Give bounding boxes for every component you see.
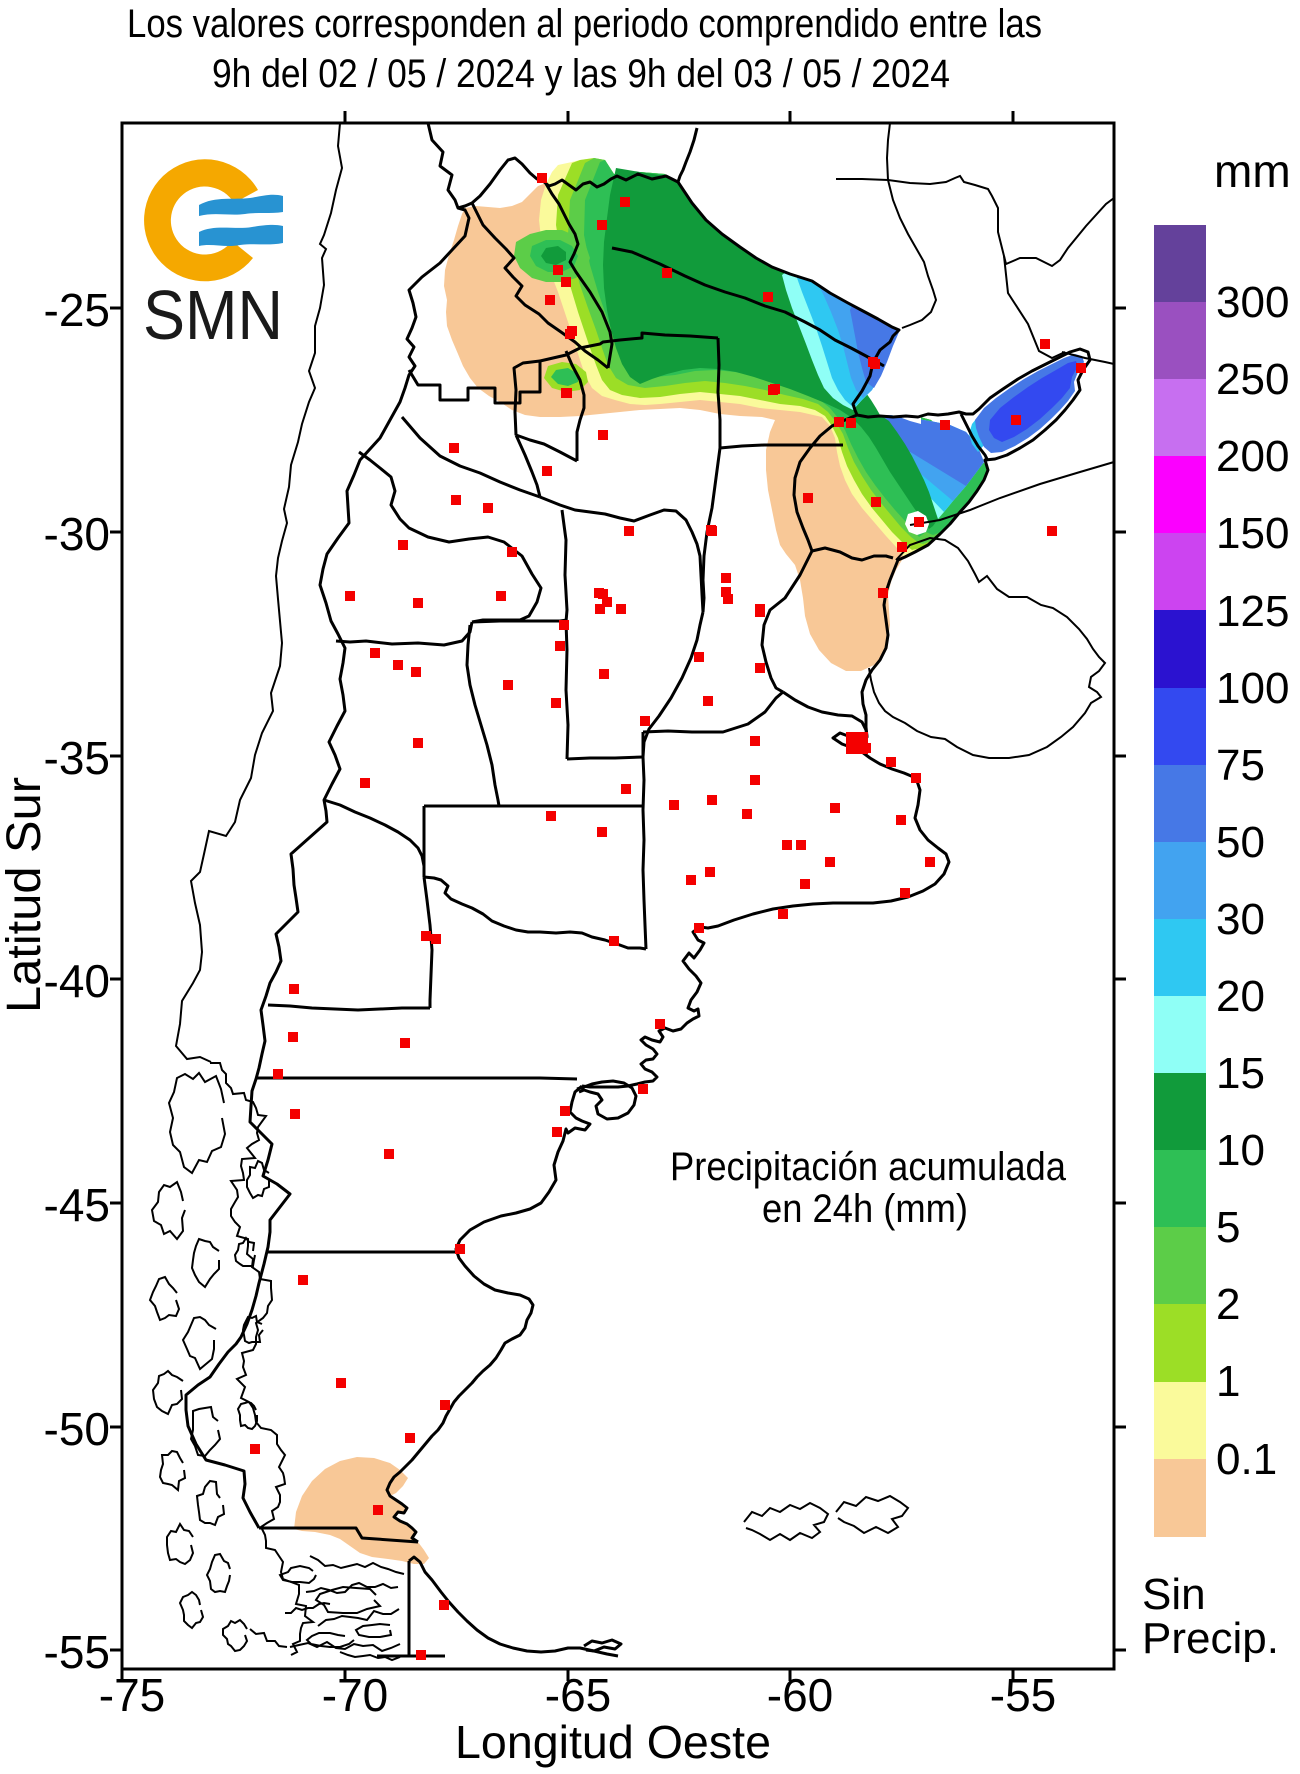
svg-text:5: 5: [1216, 1203, 1240, 1252]
svg-text:30: 30: [1216, 895, 1265, 944]
svg-text:20: 20: [1216, 972, 1265, 1021]
svg-text:300: 300: [1216, 278, 1289, 327]
svg-text:mm: mm: [1214, 145, 1291, 197]
svg-text:0.1: 0.1: [1216, 1435, 1277, 1484]
svg-text:en 24h (mm): en 24h (mm): [762, 1187, 968, 1231]
svg-text:9h del 02 / 05 / 2024 y las 9: 9h del 02 / 05 / 2024 y las 9h del 03 / …: [212, 52, 950, 96]
svg-text:-70: -70: [322, 1669, 388, 1721]
svg-text:2: 2: [1216, 1280, 1240, 1329]
svg-text:1: 1: [1216, 1357, 1240, 1406]
svg-text:SMN: SMN: [143, 276, 283, 354]
svg-text:15: 15: [1216, 1049, 1265, 1098]
svg-text:-75: -75: [99, 1669, 165, 1721]
svg-text:75: 75: [1216, 741, 1265, 790]
svg-text:-60: -60: [767, 1669, 833, 1721]
svg-text:-30: -30: [44, 508, 110, 560]
svg-text:250: 250: [1216, 355, 1289, 404]
svg-text:Longitud Oeste: Longitud Oeste: [455, 1716, 771, 1768]
svg-text:50: 50: [1216, 818, 1265, 867]
svg-text:Sin: Sin: [1142, 1570, 1206, 1619]
svg-text:-55: -55: [990, 1669, 1056, 1721]
svg-text:Precipitación acumulada: Precipitación acumulada: [670, 1145, 1067, 1189]
svg-text:-50: -50: [44, 1403, 110, 1455]
svg-text:-35: -35: [44, 732, 110, 784]
svg-text:200: 200: [1216, 432, 1289, 481]
svg-text:Precip.: Precip.: [1142, 1614, 1279, 1663]
svg-text:-65: -65: [545, 1669, 611, 1721]
svg-text:Los valores corresponden al pe: Los valores corresponden al periodo comp…: [127, 2, 1042, 46]
svg-text:150: 150: [1216, 509, 1289, 558]
svg-text:100: 100: [1216, 664, 1289, 713]
svg-text:-45: -45: [44, 1179, 110, 1231]
svg-text:10: 10: [1216, 1126, 1265, 1175]
svg-text:-40: -40: [44, 955, 110, 1007]
svg-text:125: 125: [1216, 587, 1289, 636]
svg-text:-25: -25: [44, 284, 110, 336]
svg-text:-55: -55: [44, 1626, 110, 1678]
svg-text:Latitud Sur: Latitud Sur: [0, 777, 51, 1013]
